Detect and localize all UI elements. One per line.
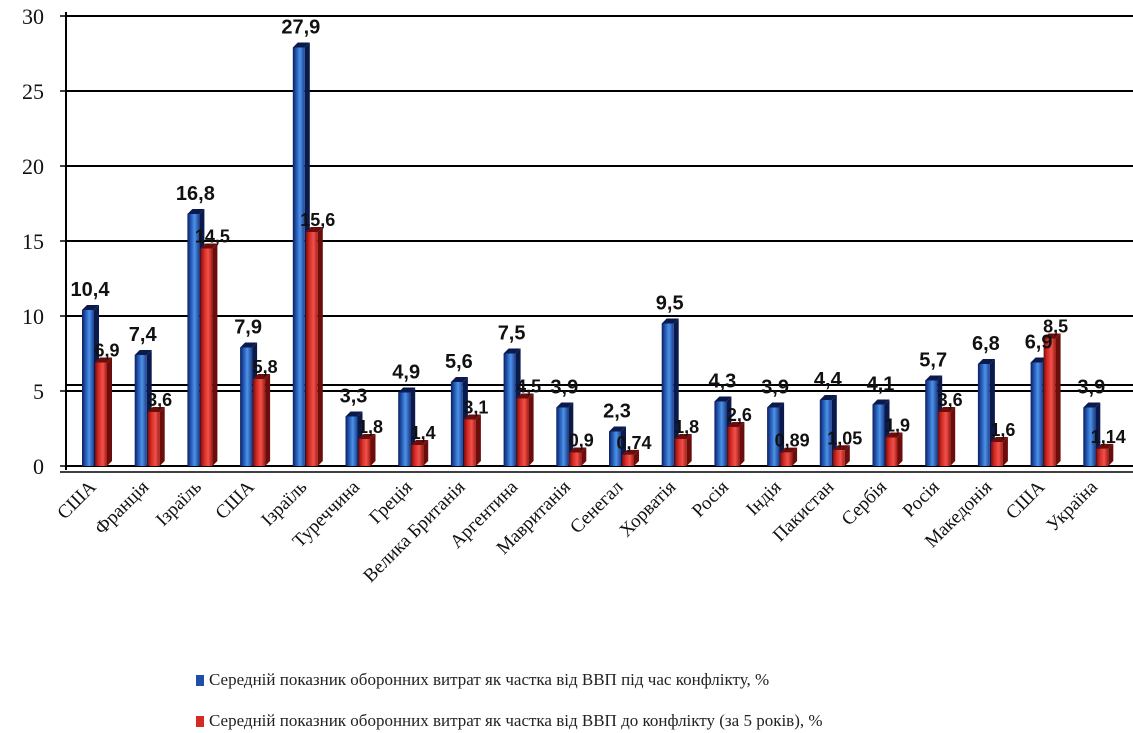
y-tick-label: 10	[22, 304, 44, 329]
data-label-during: 9,5	[656, 293, 684, 315]
data-label-before: 3,6	[147, 390, 172, 410]
bar-before-conflict	[938, 407, 956, 466]
legend-label: Середній показник оборонних витрат як ча…	[209, 711, 823, 730]
legend-entry-before-conflict: Середній показник оборонних витрат як ча…	[196, 711, 823, 731]
data-label-before: 6,9	[94, 341, 119, 361]
data-label-before: 5,8	[253, 357, 278, 377]
data-label-during: 4,4	[814, 369, 843, 391]
bar-before-conflict	[885, 432, 903, 466]
legend-entry-during-conflict: Середній показник оборонних витрат як ча…	[196, 670, 769, 690]
data-label-before: 1,8	[674, 417, 699, 437]
data-label-before: 3,6	[938, 390, 963, 410]
bar-before-conflict	[200, 243, 218, 466]
data-label-during: 5,6	[445, 351, 473, 373]
data-label-during: 27,9	[281, 17, 320, 39]
x-tick-label: Росія	[899, 477, 944, 522]
data-label-before: 0,9	[569, 431, 594, 451]
y-tick-labels: 0 5 10 15 20 25 30	[22, 4, 44, 479]
data-labels: 10,4 6,9 7,4 3,6 16,8 14,5 7,9 5,8 27,9 15,6 3,3 1,…	[71, 17, 1126, 453]
data-label-during: 7,5	[498, 323, 526, 345]
data-label-before: 1,14	[1091, 427, 1126, 447]
data-label-before: 15,6	[300, 210, 335, 230]
data-label-during: 3,9	[550, 377, 578, 399]
data-label-during: 7,9	[234, 317, 262, 339]
axes	[60, 12, 1133, 473]
y-tick-label: 20	[22, 154, 44, 179]
bar-before-conflict	[95, 357, 112, 466]
data-label-during: 4,9	[392, 362, 420, 384]
data-label-during: 4,3	[708, 371, 736, 393]
data-label-before: 1,05	[827, 428, 862, 448]
bar-before-conflict	[305, 227, 323, 466]
data-label-during: 3,9	[761, 377, 789, 399]
data-label-during: 3,3	[340, 386, 368, 408]
data-label-before: 1,8	[358, 417, 383, 437]
bar-before-conflict	[253, 374, 271, 466]
x-tick-label: Греція	[365, 477, 417, 529]
data-label-before: 1,4	[411, 423, 436, 443]
bar-before-conflict	[516, 393, 534, 466]
data-label-during: 6,8	[972, 333, 1000, 355]
data-label-before: 4,5	[516, 377, 541, 397]
bar-before-conflict	[463, 414, 481, 466]
data-label-before: 1,9	[885, 416, 910, 436]
x-tick-label: Індія	[742, 477, 785, 520]
data-label-during: 3,9	[1077, 377, 1105, 399]
data-label-before: 1,6	[990, 420, 1015, 440]
bar-before-conflict	[832, 445, 850, 466]
bar-before-conflict	[727, 422, 745, 466]
bars	[82, 42, 1114, 466]
bar-before-conflict	[147, 407, 165, 466]
y-tick-label: 25	[22, 79, 44, 104]
bar-before-conflict	[674, 434, 692, 466]
bar-before-conflict	[358, 434, 376, 466]
x-tick-label: США	[1002, 476, 1049, 523]
data-label-before: 3,1	[463, 398, 488, 418]
bar-during-conflict	[661, 318, 679, 466]
data-label-before: 8,5	[1043, 317, 1068, 337]
x-tick-label: Сербія	[838, 477, 892, 531]
y-tick-label: 0	[33, 454, 44, 479]
data-label-during: 10,4	[71, 279, 111, 301]
bar-before-conflict	[411, 440, 429, 466]
x-tick-label: Ізраїль	[152, 476, 206, 530]
legend-swatch-blue	[196, 675, 204, 686]
bar-before-conflict	[622, 449, 639, 466]
data-label-before: 0,74	[616, 433, 651, 453]
bar-before-conflict	[990, 437, 1008, 466]
bar-before-conflict	[1096, 443, 1114, 466]
x-tick-label: Хорватія	[616, 477, 681, 542]
data-label-during: 16,8	[176, 183, 215, 205]
x-tick-label: США	[212, 476, 259, 523]
data-label-before: 2,6	[727, 405, 752, 425]
bar-before-conflict	[569, 447, 587, 466]
bar-before-conflict	[780, 447, 798, 466]
data-label-during: 4,1	[867, 374, 895, 396]
x-tick-label: США	[53, 476, 100, 523]
bar-during-conflict	[556, 402, 574, 466]
legend-swatch-red	[196, 716, 204, 727]
bar-before-conflict	[1043, 333, 1061, 466]
data-label-before: 0,89	[775, 431, 810, 451]
data-label-during: 2,3	[603, 401, 631, 423]
legend-label: Середній показник оборонних витрат як ча…	[209, 670, 770, 689]
data-label-before: 14,5	[195, 227, 230, 247]
y-tick-label: 5	[33, 379, 44, 404]
data-label-during: 6,9	[1025, 332, 1053, 354]
y-tick-label: 15	[22, 229, 44, 254]
data-label-during: 5,7	[919, 350, 947, 372]
x-tick-label: Росія	[688, 477, 733, 522]
data-label-during: 7,4	[129, 324, 158, 346]
x-tick-label: Франція	[91, 477, 154, 540]
x-tick-label: Україна	[1043, 476, 1103, 536]
y-tick-label: 30	[22, 4, 44, 29]
